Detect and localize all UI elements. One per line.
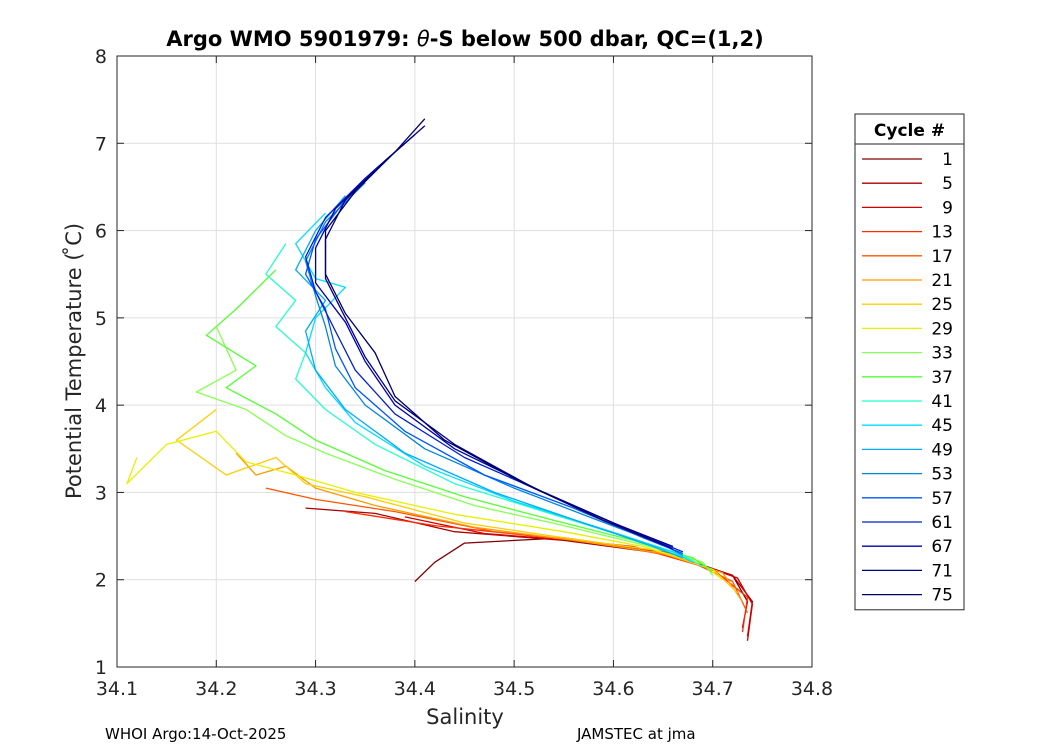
x-tick-label: 34.2	[195, 678, 237, 700]
footer-credit: JAMSTEC at jma	[577, 725, 696, 743]
x-tick-label: 34.7	[692, 678, 734, 700]
series-line-cycle-9	[404, 516, 754, 641]
series-line-cycle-71	[324, 125, 674, 548]
series-line-cycle-49	[295, 195, 684, 559]
x-tick-label: 34.3	[294, 678, 336, 700]
grid	[117, 56, 812, 667]
legend-label: 45	[931, 416, 953, 436]
series-line-cycle-29	[126, 430, 724, 581]
series-line-cycle-67	[314, 134, 674, 550]
y-tick-label: 3	[95, 482, 107, 504]
legend-title: Cycle #	[874, 121, 945, 141]
legend-label: 37	[931, 368, 953, 388]
series-line-cycle-61	[304, 142, 684, 553]
legend-label: 25	[931, 295, 953, 315]
axis-ticks: 34.1 34.2 34.3 34.4 34.5 34.6 34.7 34.8 1 2 3 4 5 6 7 8	[95, 46, 833, 700]
legend-label: 57	[931, 489, 953, 509]
plot-series	[126, 118, 754, 641]
legend-label: 1	[942, 150, 953, 170]
y-tick-label: 6	[95, 221, 107, 243]
y-tick-label: 4	[95, 395, 107, 417]
series-line-cycle-25	[175, 408, 738, 594]
legend-label: 67	[931, 537, 953, 557]
x-tick-label: 34.1	[96, 678, 138, 700]
legend-label: 41	[931, 392, 953, 412]
y-tick-label: 5	[95, 308, 107, 330]
series-line-cycle-57	[304, 160, 684, 555]
series-line-cycle-75	[324, 118, 664, 546]
legend-label: 71	[931, 561, 953, 581]
legend-label: 33	[931, 344, 953, 364]
y-tick-label: 8	[95, 46, 107, 68]
series-line-cycle-5	[305, 507, 754, 637]
series-line-cycle-33	[195, 326, 714, 576]
x-tick-label: 34.5	[493, 678, 535, 700]
legend-label: 21	[931, 271, 953, 291]
legend-label: 5	[942, 174, 953, 194]
x-tick-label: 34.6	[592, 678, 634, 700]
legend-label: 17	[931, 247, 953, 267]
legend-label: 75	[931, 586, 953, 606]
legend-box	[854, 113, 965, 611]
legend-label: 13	[931, 223, 953, 243]
x-axis-label: Salinity	[426, 705, 504, 729]
legend-label: 29	[931, 319, 953, 339]
legend-label: 49	[931, 440, 953, 460]
footer-source: WHOI Argo:14-Oct-2025	[105, 725, 287, 743]
series-line-cycle-53	[304, 182, 684, 556]
series-line-cycle-1	[414, 537, 749, 628]
y-tick-label: 1	[95, 657, 107, 679]
plot-area-frame	[116, 55, 813, 668]
series-line-cycle-13	[345, 510, 749, 633]
series-line-cycle-37	[205, 269, 714, 572]
legend-label: 9	[942, 198, 953, 218]
x-tick-label: 34.4	[394, 678, 436, 700]
x-tick-label: 34.8	[791, 678, 833, 700]
y-tick-label: 7	[95, 133, 107, 155]
y-axis-label: Potential Temperature ( ̊C)	[62, 223, 86, 499]
legend-label: 53	[931, 465, 953, 485]
y-tick-label: 2	[95, 570, 107, 592]
chart-title: Argo WMO 5901979: θ-S below 500 dbar, QC…	[166, 27, 763, 51]
legend-label: 61	[931, 513, 953, 533]
legend: Cycle # 1 5 9 13 17 21 25 29 33 37 41 45 49 53 57 61 67 71…	[854, 113, 965, 611]
